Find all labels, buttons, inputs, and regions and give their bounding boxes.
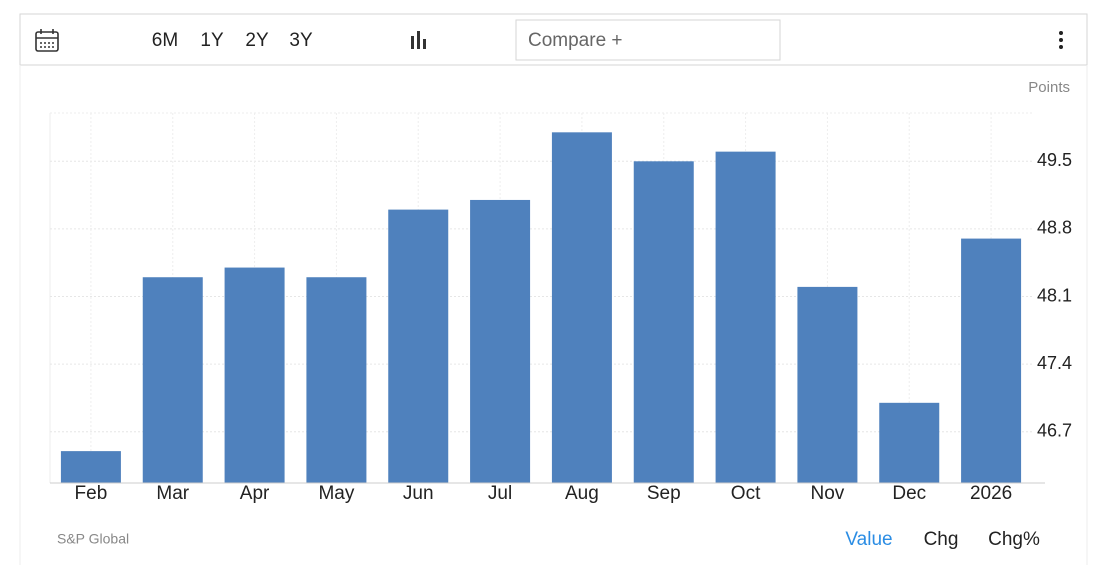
bar	[224, 267, 285, 483]
range-button[interactable]: 6M	[152, 30, 178, 51]
bar	[551, 132, 612, 483]
range-button[interactable]: 3Y	[289, 30, 313, 51]
y-tick-label: 48.8	[1037, 218, 1072, 238]
chart-type-icon[interactable]	[411, 31, 426, 49]
y-tick-label: 46.7	[1037, 421, 1072, 441]
y-tick-label: 47.4	[1037, 353, 1072, 373]
menu-icon[interactable]	[1059, 31, 1063, 49]
x-tick-label: Jul	[488, 483, 512, 504]
bar	[142, 277, 203, 483]
bar	[633, 161, 694, 484]
compare-input[interactable]: Compare +	[528, 30, 623, 51]
tab[interactable]: Chg	[924, 529, 959, 550]
bar	[306, 277, 367, 483]
y-tick-label: 49.5	[1037, 150, 1072, 170]
unit-label: Points	[1028, 79, 1070, 96]
x-tick-label: Aug	[565, 483, 599, 504]
bar	[961, 238, 1022, 483]
x-tick-label: Nov	[811, 483, 845, 504]
bar	[879, 402, 940, 483]
bar	[470, 199, 531, 483]
range-button[interactable]: 2Y	[245, 30, 269, 51]
y-tick-label: 48.1	[1037, 285, 1072, 305]
x-tick-label: May	[318, 483, 354, 504]
bar	[60, 451, 121, 483]
bar	[388, 209, 449, 483]
tab[interactable]: Value	[845, 529, 892, 550]
x-tick-label: Feb	[75, 483, 108, 504]
calendar-icon[interactable]	[35, 29, 59, 52]
compare-box[interactable]	[515, 19, 781, 61]
x-tick-label: 2026	[970, 483, 1012, 504]
x-tick-label: Apr	[240, 483, 270, 504]
bar	[715, 151, 776, 483]
x-tick-label: Dec	[892, 483, 926, 504]
range-button[interactable]: 1Y	[200, 30, 224, 51]
bar	[797, 286, 858, 483]
x-tick-label: Sep	[647, 483, 681, 504]
x-tick-label: Jun	[403, 483, 434, 504]
x-tick-label: Oct	[731, 483, 761, 504]
x-tick-label: Mar	[156, 483, 189, 504]
tab[interactable]: Chg%	[988, 529, 1040, 550]
source: S&P Global	[57, 531, 129, 547]
